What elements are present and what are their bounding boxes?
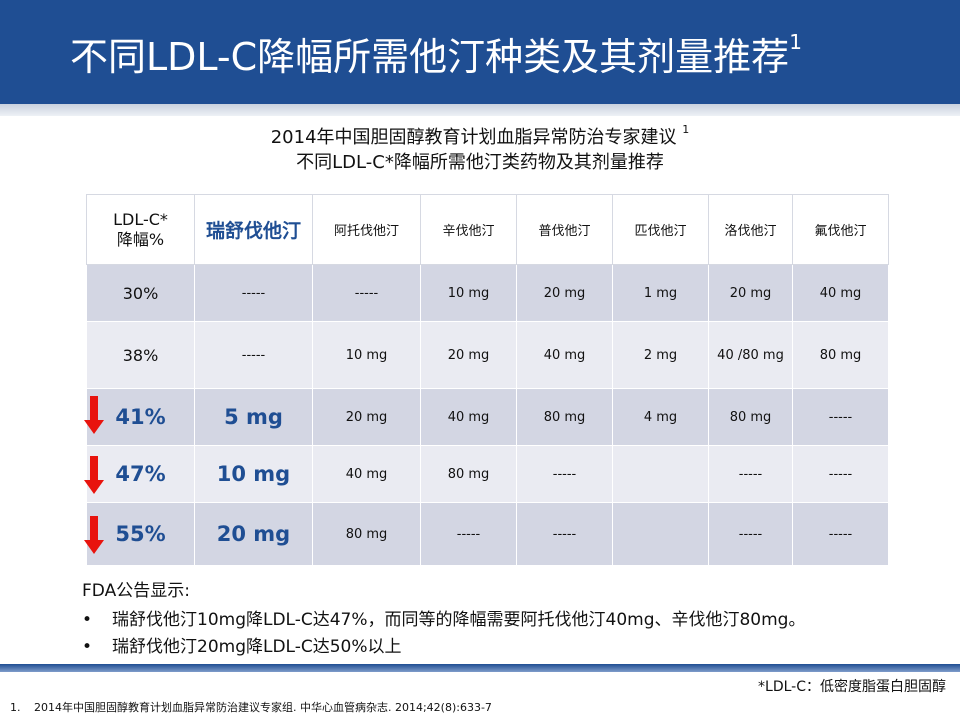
header-pitavastatin: 匹伐他汀 <box>612 194 709 265</box>
rosuvastatin-dose-cell: ----- <box>194 264 313 322</box>
fluvastatin-dose-cell: 80 mg <box>792 321 889 389</box>
simvastatin-dose-cell: 20 mg <box>420 321 517 389</box>
fda-bullet-item: • 瑞舒伐他汀10mg降LDL-C达47%，而同等的降幅需要阿托伐他汀40mg、辛… <box>82 610 806 630</box>
atorvastatin-dose-cell: 40 mg <box>312 445 421 503</box>
statin-dose-table: LDL-C* 降幅% 瑞舒伐他汀 阿托伐他汀 辛伐他汀 普伐他汀 匹伐他汀 洛伐他… <box>86 194 889 566</box>
lovastatin-dose-cell: 80 mg <box>708 388 793 446</box>
rosuvastatin-dose-cell: 5 mg <box>194 388 313 446</box>
fluvastatin-dose-cell: 40 mg <box>792 264 889 322</box>
fluvastatin-dose-cell: ----- <box>792 445 889 503</box>
header-lovastatin: 洛伐他汀 <box>708 194 793 265</box>
atorvastatin-dose-cell: 20 mg <box>312 388 421 446</box>
header-rosuvastatin: 瑞舒伐他汀 <box>194 194 313 265</box>
reference-citation: 1. 2014年中国胆固醇教育计划血脂异常防治建议专家组. 中华心血管病杂志. 2… <box>10 701 492 714</box>
lovastatin-dose-cell: 40 /80 mg <box>708 321 793 389</box>
ldl-definition-footnote: *LDL-C：低密度脂蛋白胆固醇 <box>758 679 946 695</box>
simvastatin-dose-cell: ----- <box>420 502 517 566</box>
table-row: 47% 10 mg 40 mg 80 mg ----- ----- ----- <box>86 445 889 503</box>
lovastatin-dose-cell: ----- <box>708 502 793 566</box>
red-down-arrow-icon <box>84 396 104 434</box>
subtitle-reference-mark: 1 <box>682 123 690 136</box>
pravastatin-dose-cell: 80 mg <box>516 388 613 446</box>
lovastatin-dose-cell: ----- <box>708 445 793 503</box>
fda-heading: FDA公告显示: <box>82 581 190 601</box>
table-row: 38% ----- 10 mg 20 mg 40 mg 2 mg 40 /80 … <box>86 321 889 389</box>
header-atorvastatin: 阿托伐他汀 <box>312 194 421 265</box>
header-pravastatin: 普伐他汀 <box>516 194 613 265</box>
atorvastatin-dose-cell: 80 mg <box>312 502 421 566</box>
simvastatin-dose-cell: 40 mg <box>420 388 517 446</box>
title-divider <box>0 104 960 116</box>
pitavastatin-dose-cell: 4 mg <box>612 388 709 446</box>
fluvastatin-dose-cell: ----- <box>792 388 889 446</box>
slide-title: 不同LDL-C降幅所需他汀种类及其剂量推荐1 <box>70 30 802 79</box>
pitavastatin-dose-cell <box>612 502 709 566</box>
red-down-arrow-icon <box>84 516 104 554</box>
title-reference-mark: 1 <box>789 30 802 54</box>
fda-bullet-item: • 瑞舒伐他汀20mg降LDL-C达50%以上 <box>82 637 402 657</box>
bullet-dot-icon: • <box>82 610 93 630</box>
rosuvastatin-dose-cell: 20 mg <box>194 502 313 566</box>
rosuvastatin-dose-cell: ----- <box>194 321 313 389</box>
table-header-row: LDL-C* 降幅% 瑞舒伐他汀 阿托伐他汀 辛伐他汀 普伐他汀 匹伐他汀 洛伐他… <box>86 194 889 265</box>
simvastatin-dose-cell: 10 mg <box>420 264 517 322</box>
subtitle-line-1: 2014年中国胆固醇教育计划血脂异常防治专家建议 1 <box>270 123 690 148</box>
pravastatin-dose-cell: 40 mg <box>516 321 613 389</box>
lovastatin-dose-cell: 20 mg <box>708 264 793 322</box>
bottom-divider <box>0 664 960 672</box>
bullet-dot-icon: • <box>82 637 93 657</box>
simvastatin-dose-cell: 80 mg <box>420 445 517 503</box>
ldl-reduction-cell: 30% <box>86 264 195 322</box>
atorvastatin-dose-cell: ----- <box>312 264 421 322</box>
ldl-reduction-cell: 38% <box>86 321 195 389</box>
table-row: 55% 20 mg 80 mg ----- ----- ----- ----- <box>86 502 889 566</box>
pravastatin-dose-cell: 20 mg <box>516 264 613 322</box>
pitavastatin-dose-cell <box>612 445 709 503</box>
table-row: 30% ----- ----- 10 mg 20 mg 1 mg 20 mg 4… <box>86 264 889 322</box>
title-bar: 不同LDL-C降幅所需他汀种类及其剂量推荐1 <box>0 0 960 104</box>
red-down-arrow-icon <box>84 456 104 494</box>
atorvastatin-dose-cell: 10 mg <box>312 321 421 389</box>
header-fluvastatin: 氟伐他汀 <box>792 194 889 265</box>
header-ldl-reduction: LDL-C* 降幅% <box>86 194 195 265</box>
fluvastatin-dose-cell: ----- <box>792 502 889 566</box>
header-simvastatin: 辛伐他汀 <box>420 194 517 265</box>
rosuvastatin-dose-cell: 10 mg <box>194 445 313 503</box>
pravastatin-dose-cell: ----- <box>516 502 613 566</box>
subtitle-line-2: 不同LDL-C*降幅所需他汀类药物及其剂量推荐 <box>296 152 664 173</box>
pitavastatin-dose-cell: 1 mg <box>612 264 709 322</box>
table-row: 41% 5 mg 20 mg 40 mg 80 mg 4 mg 80 mg --… <box>86 388 889 446</box>
pitavastatin-dose-cell: 2 mg <box>612 321 709 389</box>
pravastatin-dose-cell: ----- <box>516 445 613 503</box>
ldl-reduction-cell: 41% <box>86 388 195 446</box>
ldl-reduction-cell: 55% <box>86 502 195 566</box>
